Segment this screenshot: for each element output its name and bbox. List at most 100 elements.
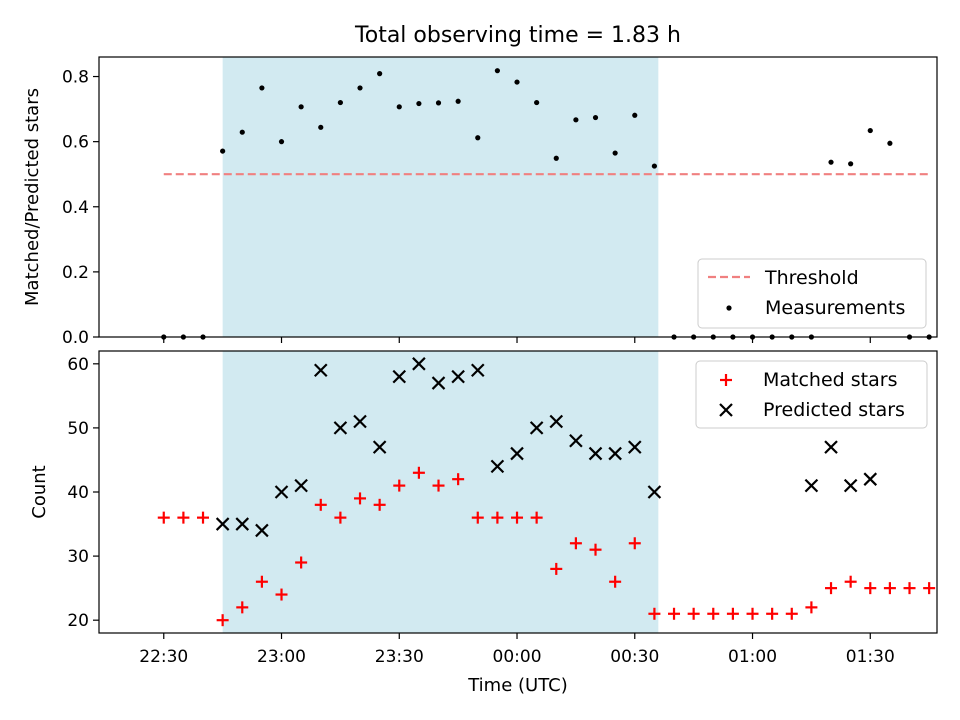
matched-star-point <box>157 511 170 524</box>
measurement-point <box>632 112 638 118</box>
top-y-axis-label: Matched/Predicted stars <box>22 88 43 306</box>
measurement-point <box>259 85 265 91</box>
legend-threshold-label: Threshold <box>764 267 859 289</box>
y-tick-label: 60 <box>67 355 89 375</box>
observing-window-shade-bottom <box>222 351 659 633</box>
predicted-star-point <box>353 414 367 429</box>
predicted-star-point <box>431 376 446 390</box>
x-tick-label: 01:00 <box>728 647 777 667</box>
predicted-star-point <box>412 357 426 371</box>
measurement-point <box>337 99 343 106</box>
bottom-y-axis-label: Count <box>29 465 50 518</box>
predicted-star-point <box>588 446 603 461</box>
matched-star-point <box>393 479 406 492</box>
measurement-point <box>475 135 481 141</box>
matched-star-point <box>844 575 857 588</box>
matched-star-point <box>216 614 229 627</box>
matched-star-point <box>903 582 916 595</box>
matched-star-point <box>766 607 779 620</box>
measurement-point <box>828 159 834 165</box>
measurement-point <box>455 98 461 104</box>
bottom-legend-box <box>695 360 928 429</box>
matched-star-point <box>354 492 367 505</box>
measurement-points <box>161 68 932 340</box>
predicted-star-point <box>843 478 858 493</box>
matched-star-point <box>550 562 563 575</box>
matched-star-point <box>883 582 896 595</box>
predicted-star-point <box>235 517 250 531</box>
predicted-star-point <box>294 478 308 493</box>
measurement-point <box>887 140 893 146</box>
predicted-star-point <box>549 414 564 429</box>
y-tick-label: 20 <box>67 611 89 631</box>
y-tick-label: 0.0 <box>62 328 89 348</box>
matched-star-point <box>726 607 739 620</box>
measurement-point <box>573 117 579 123</box>
matched-star-point <box>825 582 838 595</box>
predicted-star-point <box>333 421 348 435</box>
matched-star-point <box>609 575 622 588</box>
legend-matched-label: Matched stars <box>763 369 897 391</box>
matched-star-point <box>864 582 877 595</box>
predicted-star-point <box>372 440 387 454</box>
measurement-point <box>318 124 324 130</box>
predicted-star-point <box>863 472 878 486</box>
bottom-x-ticks: 22:30 23:00 23:30 00:00 00:30 01:00 01:30 <box>139 633 895 667</box>
count-points <box>157 357 936 627</box>
measurement-point <box>298 104 304 110</box>
measurement-point <box>553 155 559 161</box>
matched-star-point <box>805 601 818 614</box>
predicted-star-point <box>470 363 485 378</box>
matched-star-point <box>334 511 347 524</box>
predicted-star-point <box>490 459 505 474</box>
predicted-star-point <box>510 446 524 461</box>
y-tick-label: 50 <box>67 419 89 439</box>
matched-star-point <box>511 511 524 524</box>
matched-star-point <box>707 607 720 620</box>
matched-star-point <box>255 575 268 588</box>
matched-star-point <box>452 473 465 486</box>
count-panel: 20 30 40 50 60 22:30 23:00 23:30 00:00 00:30 01:0… <box>29 350 938 696</box>
predicted-star-point <box>647 485 662 499</box>
chart-title: Total observing time = 1.83 h <box>354 23 681 48</box>
top-axes-frame <box>98 56 938 338</box>
matched-star-point <box>412 466 425 479</box>
legend-matched-swatch <box>720 374 732 386</box>
legend-measurement-swatch <box>726 305 732 311</box>
matched-star-point <box>236 601 249 614</box>
x-tick-label: 00:30 <box>610 647 659 667</box>
predicted-star-point <box>451 369 465 384</box>
matched-star-point <box>746 607 759 620</box>
predicted-star-point <box>608 446 622 461</box>
legend-measurement-label: Measurements <box>765 297 905 319</box>
measurement-point <box>239 129 245 135</box>
top-x-ticks <box>163 337 871 343</box>
top-legend: Threshold Measurements <box>697 258 927 329</box>
predicted-star-point <box>255 523 269 538</box>
predicted-star-point <box>804 478 819 493</box>
legend-predicted-label: Predicted stars <box>763 399 905 421</box>
measurement-point <box>867 127 873 134</box>
measurement-point <box>416 100 422 107</box>
x-tick-label: 23:00 <box>257 647 306 667</box>
legend-predicted-swatch <box>719 403 733 417</box>
matched-star-point <box>687 607 700 620</box>
matched-star-point <box>295 556 308 569</box>
matched-star-point <box>668 607 681 620</box>
y-tick-label: 40 <box>67 483 89 503</box>
measurement-point <box>848 161 854 167</box>
y-tick-label: 0.2 <box>62 263 89 283</box>
y-tick-label: 30 <box>67 547 89 567</box>
matched-star-point <box>314 498 327 511</box>
matched-star-point <box>471 511 484 524</box>
y-tick-label: 0.6 <box>62 133 89 153</box>
measurement-point <box>494 68 500 74</box>
measurement-point <box>534 99 540 106</box>
matched-star-point <box>491 511 504 524</box>
predicted-star-point <box>824 440 838 454</box>
measurement-point <box>514 79 520 85</box>
measurement-point <box>592 114 599 121</box>
measurement-point <box>612 150 618 156</box>
measurement-point <box>396 104 402 110</box>
